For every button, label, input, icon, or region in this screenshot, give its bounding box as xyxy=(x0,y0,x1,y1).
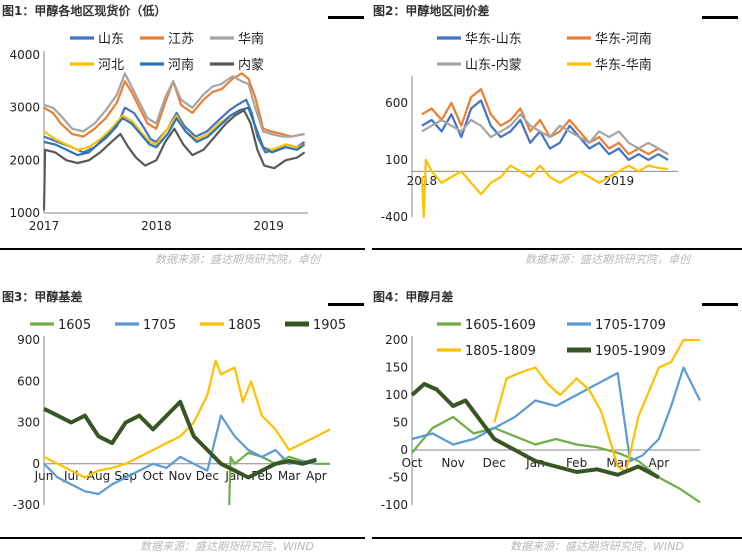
legend-label: 华南 xyxy=(238,31,264,47)
x-tick-label: 2018 xyxy=(141,219,172,233)
panel-1-source: 数据来源：盛达期货研究院，卓创 xyxy=(155,253,320,266)
y-tick-label: -400 xyxy=(381,210,408,224)
panel-1-bottom-divider xyxy=(0,248,365,250)
x-tick-label: Nov xyxy=(441,456,464,470)
y-tick-label: 2000 xyxy=(9,153,40,167)
panel-1-accent-bar xyxy=(328,16,364,19)
y-tick-label: 900 xyxy=(17,333,40,347)
series-line xyxy=(421,99,669,161)
x-tick-label: Apr xyxy=(306,469,327,483)
legend-label: 山东 xyxy=(98,32,124,47)
y-tick-label: 3000 xyxy=(9,101,40,115)
x-tick-label: Mar xyxy=(278,469,301,483)
x-tick-label: Oct xyxy=(143,469,164,483)
panel-3-title: 图3：甲醇基差 xyxy=(2,290,83,304)
series-line xyxy=(421,88,669,156)
legend-label: 1605 xyxy=(58,318,91,333)
y-tick-label: 300 xyxy=(17,416,40,430)
x-tick-label: Apr xyxy=(648,456,669,470)
series-line xyxy=(43,106,306,157)
x-tick-label: Feb xyxy=(566,456,587,470)
legend-label: 江苏 xyxy=(168,31,194,47)
y-tick-label: 600 xyxy=(17,374,40,388)
y-tick-label: 0 xyxy=(400,443,408,457)
panel-2-title: 图2：甲醇地区间价差 xyxy=(373,4,490,18)
panel-2-bottom-divider xyxy=(372,248,742,250)
x-tick-label: Dec xyxy=(483,456,506,470)
legend-label: 华东-华南 xyxy=(595,57,652,73)
series-line xyxy=(410,382,660,480)
x-tick-label: Oct xyxy=(402,456,423,470)
y-tick-label: -100 xyxy=(381,498,408,512)
y-tick-label: 0 xyxy=(32,457,40,471)
panel-3-source: 数据来源：盛达期货研究院，WIND xyxy=(140,540,314,553)
legend-label: 1905-1909 xyxy=(595,344,666,359)
y-tick-label: 100 xyxy=(385,388,408,402)
legend-label: 内蒙 xyxy=(238,57,264,73)
y-tick-label: 150 xyxy=(385,361,408,375)
series-line xyxy=(43,359,331,479)
y-tick-label: 600 xyxy=(385,96,408,110)
series-line xyxy=(493,338,700,474)
legend-label: 华东-山东 xyxy=(465,32,522,47)
legend-label: 1805-1809 xyxy=(465,344,536,359)
y-tick-label: 50 xyxy=(393,416,408,430)
series-line xyxy=(43,72,305,138)
y-tick-label: -50 xyxy=(388,471,408,485)
legend-label: 华东-河南 xyxy=(595,31,652,47)
x-tick-label: Jun xyxy=(34,469,54,483)
series-line xyxy=(43,98,306,154)
x-tick-label: Nov xyxy=(168,469,191,483)
series-line xyxy=(42,109,306,211)
legend-label: 1905 xyxy=(313,318,346,333)
panel-2-source: 数据来源：盛达期货研究院，卓创 xyxy=(525,253,690,266)
panel-2-accent-bar xyxy=(702,16,738,19)
x-tick-label: 2019 xyxy=(604,174,635,188)
legend-label: 1805 xyxy=(228,318,261,333)
panel-4-title: 图4：甲醇月差 xyxy=(373,290,454,304)
panel-1-title: 图1：甲醇各地区现货价（低） xyxy=(2,4,167,18)
panel-4-source: 数据来源：盛达期货研究院，WIND xyxy=(510,540,684,553)
legend-label: 1705 xyxy=(143,318,176,333)
x-tick-label: 2017 xyxy=(29,219,60,233)
legend-label: 河南 xyxy=(168,57,194,73)
legend-label: 山东-内蒙 xyxy=(465,57,522,73)
legend-label: 1605-1609 xyxy=(465,318,536,333)
panel-4-accent-bar xyxy=(702,303,738,306)
legend-label: 1705-1709 xyxy=(595,318,666,333)
series-line xyxy=(421,113,669,156)
series-line xyxy=(411,366,701,463)
series-line xyxy=(43,399,317,480)
panel-3-accent-bar xyxy=(328,303,364,306)
y-tick-label: 4000 xyxy=(9,48,40,62)
series-line xyxy=(43,414,317,496)
legend-label: 河北 xyxy=(98,58,124,73)
panel-4-bottom-divider xyxy=(372,537,742,539)
y-tick-label: 1000 xyxy=(9,206,40,220)
y-tick-label: 200 xyxy=(385,333,408,347)
x-tick-label: 2019 xyxy=(253,219,284,233)
y-tick-label: 100 xyxy=(385,153,408,167)
x-tick-label: Dec xyxy=(196,469,219,483)
panel-3-bottom-divider xyxy=(0,537,365,539)
y-tick-label: -300 xyxy=(13,498,40,512)
series-line xyxy=(420,158,669,219)
